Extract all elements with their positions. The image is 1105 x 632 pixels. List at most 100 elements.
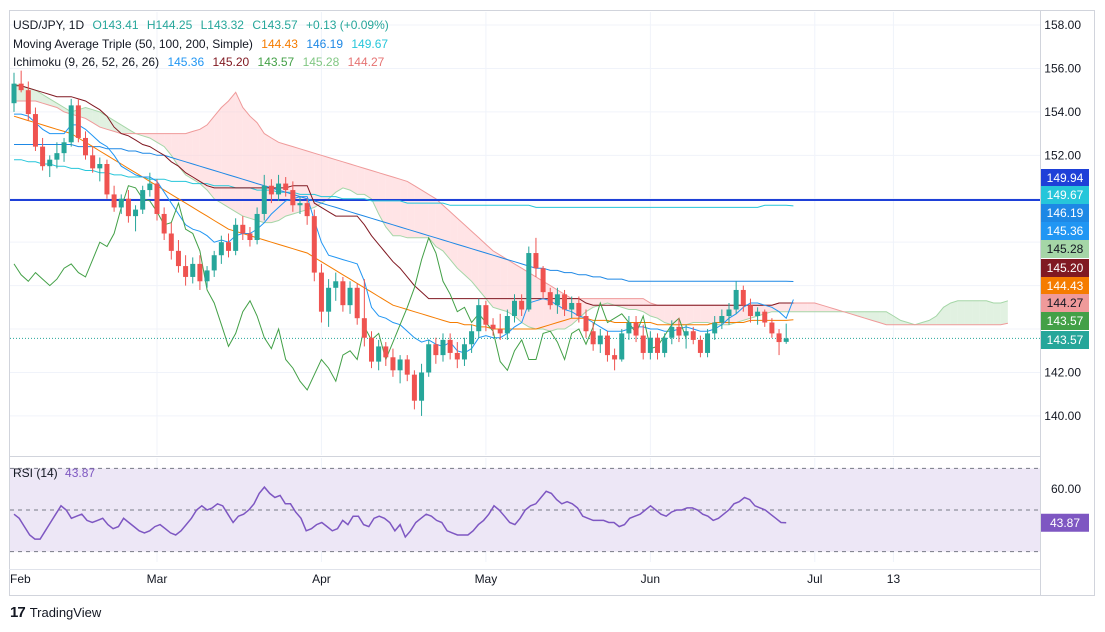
candle-body — [183, 266, 189, 277]
candle-body — [125, 198, 131, 217]
candle-body — [447, 339, 453, 353]
candle-body — [261, 185, 267, 214]
x-tick-label: Feb — [10, 572, 31, 586]
cloud-segment — [49, 98, 57, 108]
cloud-segment — [185, 131, 193, 180]
cloud-segment — [707, 305, 715, 325]
cloud-segment — [421, 190, 429, 238]
candle-body — [204, 270, 210, 282]
cloud-segment — [392, 177, 401, 236]
ma-label: Moving Average Triple (50, 100, 200, Sim… — [13, 37, 253, 51]
candle-body — [469, 331, 475, 345]
cloud-segment — [450, 211, 458, 269]
cloud-segment — [414, 185, 422, 238]
candle-body — [755, 311, 761, 317]
candle-body — [147, 183, 153, 191]
base-line — [14, 85, 794, 306]
candle-body — [83, 137, 88, 156]
cloud-segment — [779, 302, 787, 312]
cloud-segment — [285, 144, 293, 217]
cloud-segment — [214, 107, 222, 204]
rsi-legend[interactable]: RSI (14) 43.87 — [13, 466, 95, 480]
y-tick-label: 158.00 — [1044, 18, 1081, 32]
cloud-segment — [1000, 300, 1008, 325]
candle-body — [175, 250, 181, 267]
tradingview-logo[interactable]: 17 TradingView — [10, 604, 101, 621]
candle-body — [411, 374, 417, 401]
candle-body — [676, 326, 682, 336]
cloud-segment — [364, 168, 372, 199]
cloud-segment — [407, 181, 415, 238]
candle-body — [54, 153, 60, 160]
candle-body — [390, 357, 396, 371]
brand-name: TradingView — [29, 605, 102, 620]
y-tick-label: 156.00 — [1044, 61, 1081, 75]
cloud-segment — [142, 133, 150, 138]
candle-body — [562, 294, 568, 310]
candle-body — [32, 114, 38, 147]
cloud-segment — [385, 174, 393, 236]
cloud-segment — [307, 150, 315, 210]
cloud-segment — [786, 302, 794, 312]
candle-body — [326, 287, 332, 312]
candle-body — [90, 155, 96, 169]
candle-body — [226, 242, 231, 251]
candle-body — [747, 305, 753, 317]
candle-body — [440, 339, 446, 356]
candle-body — [640, 335, 646, 353]
lead-a-value: 145.28 — [302, 55, 340, 69]
cloud-segment — [350, 164, 358, 195]
cloud-segment — [114, 120, 122, 134]
cloud-segment — [35, 90, 43, 104]
cloud-segment — [342, 161, 351, 191]
price-label-tag — [1041, 222, 1089, 240]
ichimoku-legend[interactable]: Ichimoku (9, 26, 52, 26, 26) 145.36 145.… — [13, 54, 389, 70]
cloud-segment — [207, 116, 215, 199]
high-value: H144.25 — [146, 18, 193, 32]
rsi-line — [13, 485, 787, 540]
candle-body — [154, 183, 160, 214]
candle-body — [554, 294, 560, 306]
cloud-segment — [829, 307, 837, 312]
price-label-text: 149.67 — [1047, 188, 1084, 202]
symbol-label: USD/JPY, 1D — [13, 18, 85, 32]
candle-body — [197, 263, 203, 282]
cloud-segment — [92, 109, 100, 128]
cloud-segment — [242, 107, 250, 219]
ma-legend[interactable]: Moving Average Triple (50, 100, 200, Sim… — [13, 36, 393, 52]
open-value: O143.41 — [92, 18, 139, 32]
candle-body — [576, 302, 582, 317]
candle-body — [75, 105, 81, 138]
candle-body — [626, 322, 632, 334]
candle-body — [569, 302, 575, 310]
cloud-segment — [893, 316, 901, 325]
candle-body — [404, 359, 410, 375]
cloud-segment — [936, 307, 944, 325]
candle-body — [762, 311, 768, 323]
candle-body — [376, 346, 382, 362]
candle-body — [726, 309, 732, 317]
cloud-segment — [864, 311, 872, 321]
ma100-value: 146.19 — [306, 37, 344, 51]
rsi-value-tag — [1041, 513, 1089, 532]
candle-body — [354, 287, 360, 319]
candle-body — [318, 272, 324, 312]
candle-body — [118, 198, 124, 208]
cloud-segment — [400, 179, 408, 238]
candle-body — [540, 268, 546, 293]
candle-body — [47, 159, 53, 167]
cloud-segment — [986, 300, 994, 325]
candle-body — [454, 352, 460, 360]
candle-body — [705, 333, 711, 353]
candle-body — [547, 292, 553, 306]
candle-body — [590, 331, 596, 345]
tradingview-logo-icon: 17 — [10, 604, 26, 621]
price-label-text: 149.94 — [1047, 171, 1084, 185]
cloud-segment — [993, 302, 1001, 325]
x-tick-label: Mar — [147, 572, 168, 586]
cloud-segment — [678, 305, 687, 325]
cloud-segment — [192, 129, 200, 184]
candle-body — [776, 333, 782, 343]
cloud-segment — [328, 157, 336, 199]
